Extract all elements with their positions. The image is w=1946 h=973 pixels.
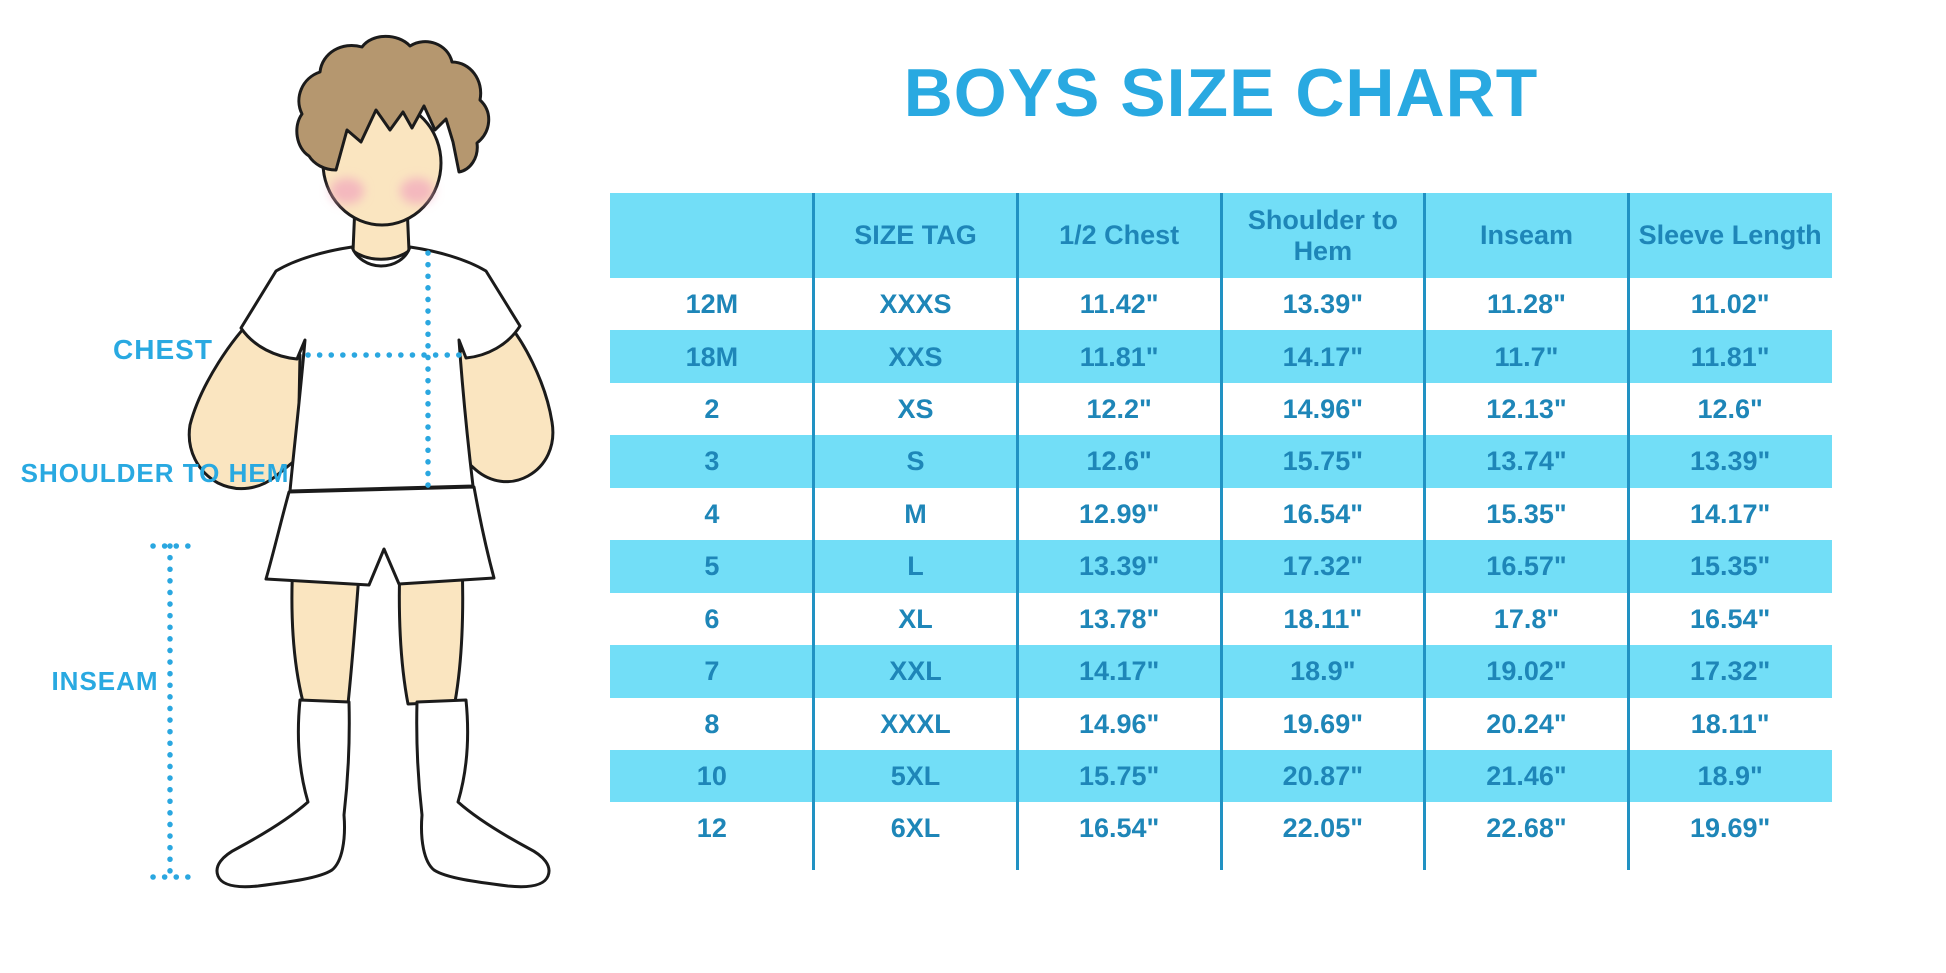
table-cell: 8 <box>704 708 720 739</box>
table-cell: 19.69" <box>1689 813 1771 844</box>
column-divider <box>1015 193 1019 870</box>
table-cell: 12.6" <box>1086 446 1152 477</box>
header-cell: Sleeve Length <box>1638 220 1822 251</box>
boy-cheek-right <box>400 178 434 204</box>
table-cell: 20.87" <box>1282 761 1364 792</box>
table-cell: 11.28" <box>1487 289 1566 320</box>
table-cell: 12.2" <box>1086 393 1152 424</box>
table-cell: S <box>906 446 925 477</box>
table-cell: 14.17" <box>1078 656 1160 687</box>
boy-illustration <box>150 34 555 889</box>
table-cell: 15.35" <box>1689 551 1771 582</box>
table-cell: 16.57" <box>1486 551 1567 582</box>
table-cell: 12 <box>696 813 727 844</box>
chest-label: CHEST <box>113 334 213 365</box>
table-cell: 14.96" <box>1282 393 1364 424</box>
table-cell: 19.02" <box>1486 656 1567 687</box>
table-cell: 16.54" <box>1282 498 1364 529</box>
table-cell: 18.11" <box>1690 708 1770 739</box>
table-row: 8 XXXL 14.96" 19.69" 20.24" 18.11" <box>610 698 1832 750</box>
table-row: 12 6XL 16.54" 22.05" 22.68" 19.69" <box>610 802 1832 854</box>
header-cell <box>610 193 814 278</box>
table-cell: 22.05" <box>1282 813 1364 844</box>
table-cell: 18.9" <box>1697 761 1763 792</box>
table-row: 2 XS 12.2" 14.96" 12.13" 12.6" <box>610 383 1832 435</box>
column-divider <box>1423 193 1427 870</box>
boy-cheek-left <box>330 178 364 204</box>
table-cell: 12.13" <box>1486 393 1567 424</box>
boy-hair <box>295 34 491 174</box>
table-cell: 16.54" <box>1689 603 1771 634</box>
table-row: 4 M 12.99" 16.54" 15.35" 14.17" <box>610 488 1832 540</box>
size-table: SIZE TAG 1/2 Chest Shoulder to Hem Inseam Sl… <box>610 193 1832 870</box>
inseam-label: INSEAM <box>51 666 159 696</box>
table-cell: 17.32" <box>1689 656 1771 687</box>
table-cell: 13.78" <box>1078 603 1160 634</box>
table-cell: 20.24" <box>1486 708 1567 739</box>
table-cell: XXXL <box>880 708 951 739</box>
boy-left-sock <box>215 698 351 889</box>
table-cell: 14.96" <box>1078 708 1160 739</box>
header-cell: Inseam <box>1479 220 1574 251</box>
column-divider <box>812 193 816 870</box>
table-row: 12M XXXS 11.42" 13.39" 11.28" 11.02" <box>610 278 1832 330</box>
table-cell: 13.39" <box>1078 551 1160 582</box>
table-cell: M <box>904 498 927 529</box>
table-cell: 7 <box>704 656 720 687</box>
boy-shirt <box>239 245 522 493</box>
shoulder-to-hem-label: SHOULDER TO HEM <box>20 458 290 488</box>
table-cell: 11.02" <box>1690 289 1770 320</box>
table-cell: 18.11" <box>1283 603 1363 634</box>
table-cell: 11.7" <box>1494 341 1559 372</box>
header-cell: 1/2 Chest <box>1059 220 1180 251</box>
column-divider <box>1626 193 1630 870</box>
table-cell: 12.6" <box>1697 393 1763 424</box>
table-cell: 11.81" <box>1079 341 1159 372</box>
table-cell: XXXS <box>879 289 952 320</box>
table-cell: 22.68" <box>1486 813 1567 844</box>
table-cell: 18.9" <box>1290 656 1356 687</box>
table-cell: 13.39" <box>1282 289 1364 320</box>
page-title: BOYS SIZE CHART <box>903 55 1539 131</box>
header-cell: Shoulder to Hem <box>1247 205 1398 266</box>
table-cell: 13.74" <box>1486 446 1567 477</box>
table-cell: 15.35" <box>1486 498 1567 529</box>
table-cell: 15.75" <box>1282 446 1364 477</box>
table-cell: 12M <box>685 289 739 320</box>
table-cell: XS <box>897 393 934 424</box>
table-cell: 12.99" <box>1078 498 1160 529</box>
boy-shorts <box>264 485 496 587</box>
column-divider <box>1219 193 1223 870</box>
boy-left-arm <box>187 308 302 491</box>
table-cell: 17.32" <box>1282 551 1364 582</box>
table-cell: 3 <box>704 446 720 477</box>
header-cell: SIZE TAG <box>854 220 977 251</box>
table-cell: 4 <box>704 498 720 529</box>
table-cell: 11.81" <box>1690 341 1770 372</box>
table-cell: 14.17" <box>1689 498 1771 529</box>
table-cell: 6 <box>704 603 720 634</box>
table-cell: 6XL <box>890 813 941 844</box>
measurement-lines <box>150 250 465 880</box>
table-cell: 16.54" <box>1078 813 1160 844</box>
table-cell: XL <box>898 603 933 634</box>
table-cell: L <box>907 551 924 582</box>
table-cell: 5XL <box>890 761 941 792</box>
table-cell: XXL <box>889 656 942 687</box>
table-cell: 14.17" <box>1282 341 1364 372</box>
table-cell: XXS <box>888 341 943 372</box>
table-cell: 21.46" <box>1486 761 1567 792</box>
boy-right-sock <box>415 698 551 889</box>
table-cell: 13.39" <box>1689 446 1771 477</box>
table-cell: 17.8" <box>1493 603 1560 634</box>
table-cell: 2 <box>704 393 720 424</box>
table-row: 6 XL 13.78" 18.11" 17.8" 16.54" <box>610 593 1832 645</box>
table-cell: 5 <box>704 551 720 582</box>
table-cell: 18M <box>685 341 739 372</box>
table-cell: 19.69" <box>1282 708 1364 739</box>
table-cell: 11.42" <box>1079 289 1159 320</box>
table-cell: 10 <box>696 761 727 792</box>
table-cell: 15.75" <box>1078 761 1160 792</box>
